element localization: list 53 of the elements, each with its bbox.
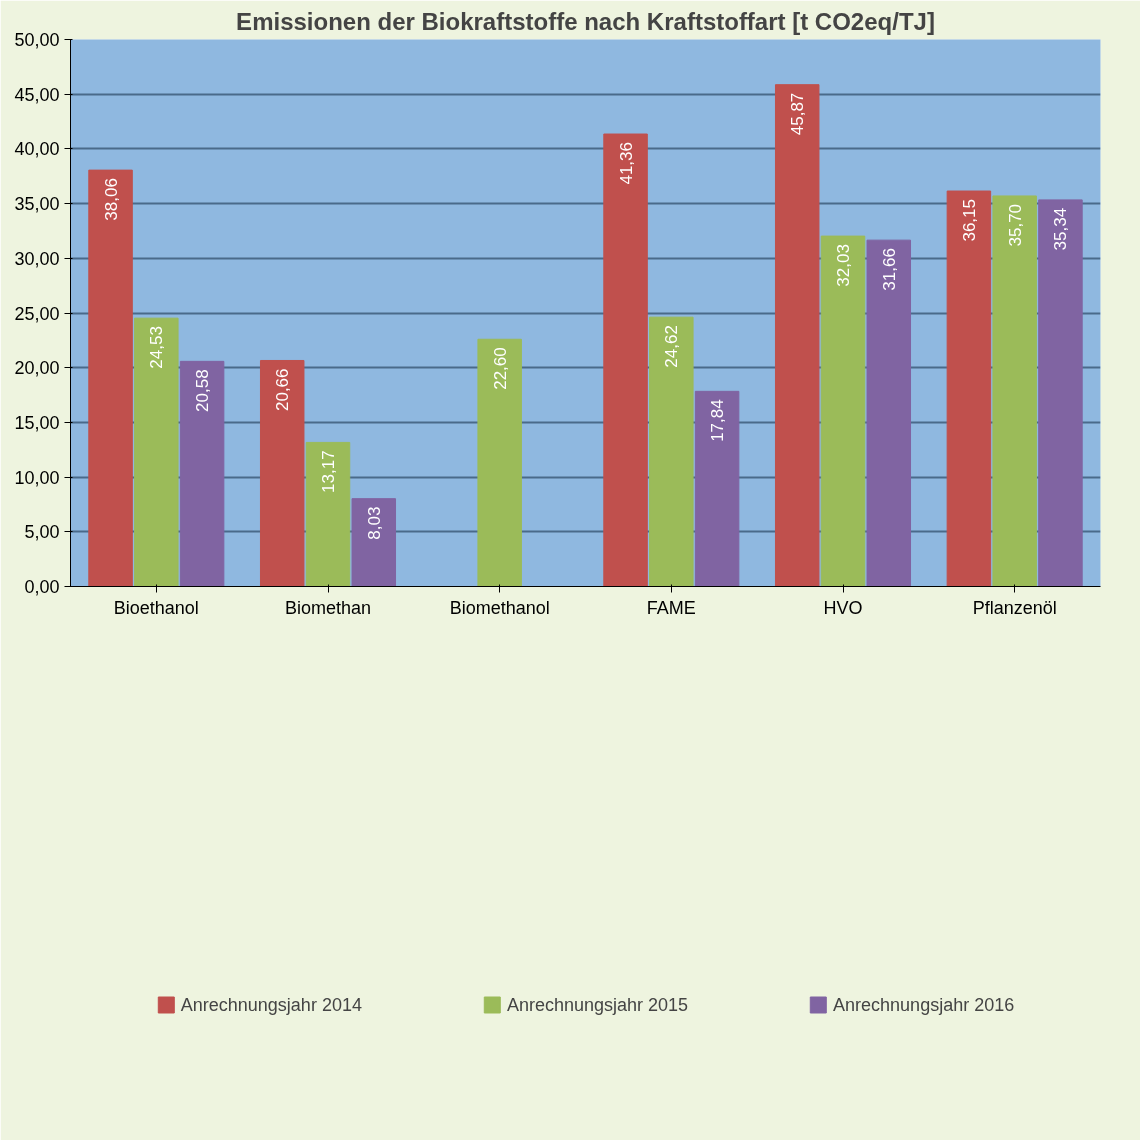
y-tick-label: 5,00 (24, 522, 60, 543)
bar (259, 359, 305, 587)
bar (774, 84, 820, 587)
data-label: 35,34 (1051, 207, 1071, 251)
x-tick-label: Biomethanol (449, 597, 550, 618)
bar (992, 195, 1037, 587)
bar (694, 390, 740, 587)
data-label: 32,03 (834, 244, 853, 287)
data-label: 20,58 (193, 369, 213, 412)
x-tick-label: HVO (823, 597, 863, 618)
legend-label: Anrechnungsjahr 2016 (833, 994, 1015, 1016)
bar (866, 239, 912, 587)
data-label: 24,62 (662, 325, 682, 368)
bar (179, 360, 225, 587)
x-tick-label: Biomethan (284, 597, 372, 618)
bar (477, 338, 522, 587)
x-tick-label: Pflanzenöl (972, 597, 1057, 618)
bar (351, 498, 397, 587)
data-label: 45,87 (788, 92, 808, 136)
y-tick-label: 50,00 (14, 30, 60, 50)
data-label: 13,17 (319, 450, 338, 493)
chart-title: Emissionen der Biokraftstoffe nach Kraftstoffart [t CO2eq/TJ] (236, 7, 935, 35)
data-label: 8,03 (364, 506, 384, 540)
bar (305, 441, 351, 587)
bar (1038, 199, 1083, 587)
data-label: 31,66 (879, 248, 899, 291)
legend-label: Anrechnungsjahr 2014 (180, 994, 362, 1016)
bar (603, 133, 648, 587)
data-label: 17,84 (708, 399, 728, 442)
data-label: 41,36 (616, 142, 636, 185)
bar (820, 235, 866, 587)
data-label: 38,06 (101, 178, 121, 221)
data-label: 35,70 (1005, 203, 1025, 247)
y-tick-label: 30,00 (14, 248, 60, 269)
data-label: 20,66 (273, 368, 293, 412)
y-tick-label: 35,00 (14, 194, 60, 215)
bar (946, 190, 992, 587)
y-tick-label: 25,00 (14, 303, 60, 324)
y-tick-label: 45,00 (14, 84, 60, 105)
bar (88, 169, 133, 587)
bar (134, 317, 179, 587)
y-tick-label: 10,00 (14, 467, 60, 488)
y-tick-label: 15,00 (14, 412, 60, 433)
y-tick-label: 20,00 (14, 358, 60, 379)
bar (649, 316, 694, 587)
x-tick-label: Bioethanol (113, 597, 199, 618)
data-label: 22,60 (490, 347, 510, 390)
x-tick-label: FAME (646, 597, 696, 618)
data-label: 24,53 (147, 326, 167, 369)
y-tick-label: 0,00 (24, 577, 60, 597)
data-label: 36,15 (959, 199, 979, 242)
y-tick-label: 40,00 (14, 139, 60, 160)
legend-label: Anrechnungsjahr 2015 (506, 994, 689, 1016)
